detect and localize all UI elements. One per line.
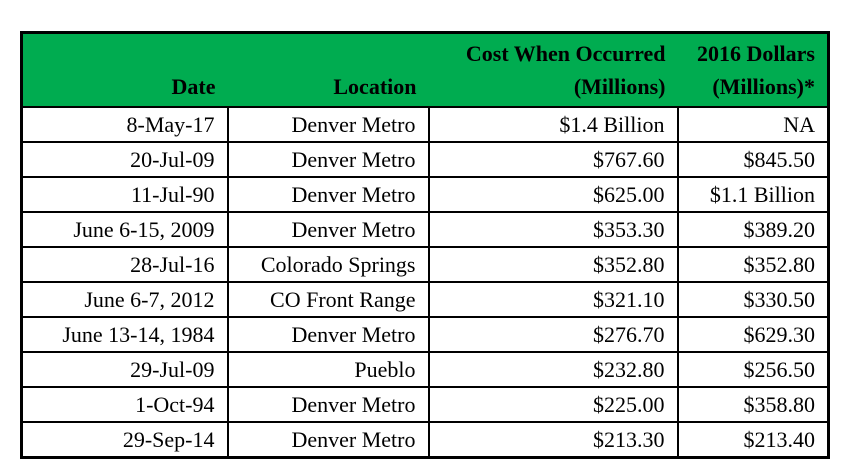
cell-location: Denver Metro (226, 176, 430, 213)
table-row: 20-Jul-09 Denver Metro $767.60 $845.50 (20, 141, 830, 178)
col-header-date: Date (21, 32, 228, 108)
col-header-2016-line1: 2016 Dollars (697, 41, 815, 66)
hail-cost-table: Date Location Cost When Occurred (Millio… (20, 31, 830, 459)
table-row: June 6-15, 2009 Denver Metro $353.30 $38… (20, 211, 830, 248)
cell-location: CO Front Range (226, 281, 430, 318)
cell-location: Denver Metro (226, 386, 430, 423)
cell-location: Denver Metro (226, 106, 430, 143)
cell-location: Denver Metro (226, 421, 430, 459)
cell-date: 1-Oct-94 (20, 386, 229, 423)
cell-cost: $625.00 (427, 176, 679, 213)
col-header-date-label: Date (171, 74, 216, 99)
header-row: Date Location Cost When Occurred (Millio… (21, 32, 829, 108)
cell-2016-dollars: $389.20 (676, 211, 830, 248)
cell-date: June 6-7, 2012 (20, 281, 229, 318)
table-row: 29-Jul-09 Pueblo $232.80 $256.50 (20, 351, 830, 388)
cell-2016-dollars: $330.50 (676, 281, 830, 318)
cell-date: June 6-15, 2009 (20, 211, 229, 248)
cell-cost: $1.4 Billion (427, 106, 679, 143)
cell-cost: $213.30 (427, 421, 679, 459)
table-row: 1-Oct-94 Denver Metro $225.00 $358.80 (20, 386, 830, 423)
table-row: June 13-14, 1984 Denver Metro $276.70 $6… (20, 316, 830, 353)
col-header-location: Location (227, 32, 429, 108)
cell-location: Denver Metro (226, 211, 430, 248)
cell-2016-dollars: $256.50 (676, 351, 830, 388)
cell-date: 28-Jul-16 (20, 246, 229, 283)
col-header-cost-line1: Cost When Occurred (465, 41, 666, 66)
cell-2016-dollars: $352.80 (676, 246, 830, 283)
col-header-2016-dollars: 2016 Dollars (Millions)* (677, 32, 829, 108)
cell-date: 29-Jul-09 (20, 351, 229, 388)
col-header-cost-line2: (Millions) (573, 74, 666, 99)
cell-cost: $352.80 (427, 246, 679, 283)
cell-location: Colorado Springs (226, 246, 430, 283)
cell-date: June 13-14, 1984 (20, 316, 229, 353)
cell-2016-dollars: $213.40 (676, 421, 830, 459)
cell-location: Denver Metro (226, 316, 430, 353)
cell-2016-dollars: $358.80 (676, 386, 830, 423)
cell-cost: $321.10 (427, 281, 679, 318)
cell-2016-dollars: $629.30 (676, 316, 830, 353)
cell-location: Denver Metro (226, 141, 430, 178)
table-row: June 6-7, 2012 CO Front Range $321.10 $3… (20, 281, 830, 318)
cell-cost: $232.80 (427, 351, 679, 388)
cell-cost: $353.30 (427, 211, 679, 248)
hail-cost-table-wrapper: Date Location Cost When Occurred (Millio… (20, 31, 830, 459)
cell-date: 11-Jul-90 (20, 176, 229, 213)
col-header-location-label: Location (333, 74, 417, 99)
cell-cost: $276.70 (427, 316, 679, 353)
cell-cost: $225.00 (427, 386, 679, 423)
cell-cost: $767.60 (427, 141, 679, 178)
cell-2016-dollars: $845.50 (676, 141, 830, 178)
col-header-cost-when-occurred: Cost When Occurred (Millions) (428, 32, 678, 108)
table-row: 29-Sep-14 Denver Metro $213.30 $213.40 (20, 421, 830, 459)
cell-date: 29-Sep-14 (20, 421, 229, 459)
cell-2016-dollars: $1.1 Billion (676, 176, 830, 213)
col-header-2016-line2: (Millions)* (712, 74, 815, 99)
table-row: 8-May-17 Denver Metro $1.4 Billion NA (20, 106, 830, 143)
table-row: 28-Jul-16 Colorado Springs $352.80 $352.… (20, 246, 830, 283)
cell-date: 8-May-17 (20, 106, 229, 143)
cell-date: 20-Jul-09 (20, 141, 229, 178)
cell-2016-dollars: NA (676, 106, 830, 143)
table-row: 11-Jul-90 Denver Metro $625.00 $1.1 Bill… (20, 176, 830, 213)
cell-location: Pueblo (226, 351, 430, 388)
